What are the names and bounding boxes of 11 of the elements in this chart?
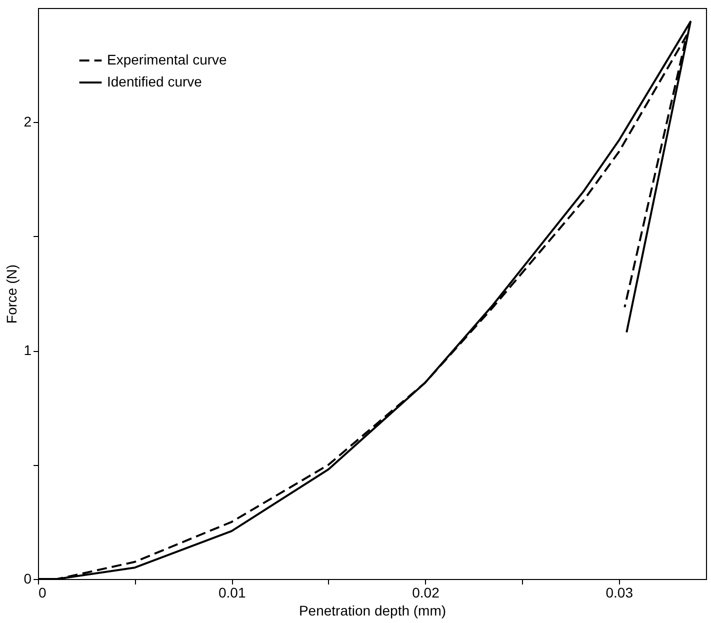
x-tick-label: 0.02 <box>412 584 440 600</box>
x-tick-label: 0.01 <box>218 584 246 600</box>
y-tick-label: 2 <box>24 114 32 130</box>
y-axis-title: Force (N) <box>4 264 20 324</box>
x-tick-label: 0.03 <box>606 584 634 600</box>
legend-label: Experimental curve <box>107 52 228 68</box>
legend-label: Identified curve <box>107 74 202 90</box>
y-tick-label: 0 <box>24 570 32 586</box>
x-axis-title: Penetration depth (mm) <box>298 602 446 618</box>
y-tick-label: 1 <box>24 342 32 358</box>
x-tick-label: 0 <box>38 584 46 600</box>
